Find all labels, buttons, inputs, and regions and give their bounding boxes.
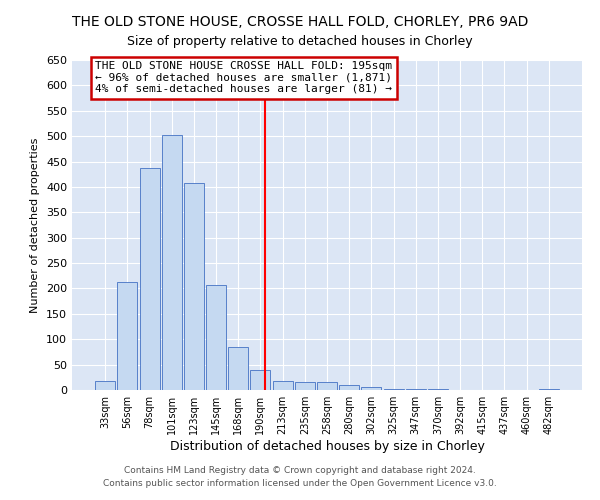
- Bar: [184, 183, 204, 390]
- Bar: [539, 389, 559, 390]
- Text: Contains HM Land Registry data © Crown copyright and database right 2024.
Contai: Contains HM Land Registry data © Crown c…: [103, 466, 497, 487]
- Bar: [206, 285, 226, 390]
- Bar: [250, 370, 271, 390]
- Bar: [339, 385, 359, 390]
- Bar: [95, 382, 115, 390]
- Bar: [361, 388, 382, 390]
- Bar: [295, 382, 315, 390]
- Bar: [118, 282, 137, 390]
- Y-axis label: Number of detached properties: Number of detached properties: [31, 138, 40, 312]
- Bar: [317, 382, 337, 390]
- X-axis label: Distribution of detached houses by size in Chorley: Distribution of detached houses by size …: [170, 440, 484, 453]
- Bar: [272, 381, 293, 390]
- Text: Size of property relative to detached houses in Chorley: Size of property relative to detached ho…: [127, 35, 473, 48]
- Text: THE OLD STONE HOUSE CROSSE HALL FOLD: 195sqm
← 96% of detached houses are smalle: THE OLD STONE HOUSE CROSSE HALL FOLD: 19…: [95, 61, 392, 94]
- Text: THE OLD STONE HOUSE, CROSSE HALL FOLD, CHORLEY, PR6 9AD: THE OLD STONE HOUSE, CROSSE HALL FOLD, C…: [72, 15, 528, 29]
- Bar: [383, 389, 404, 390]
- Bar: [140, 168, 160, 390]
- Bar: [162, 135, 182, 390]
- Bar: [228, 347, 248, 390]
